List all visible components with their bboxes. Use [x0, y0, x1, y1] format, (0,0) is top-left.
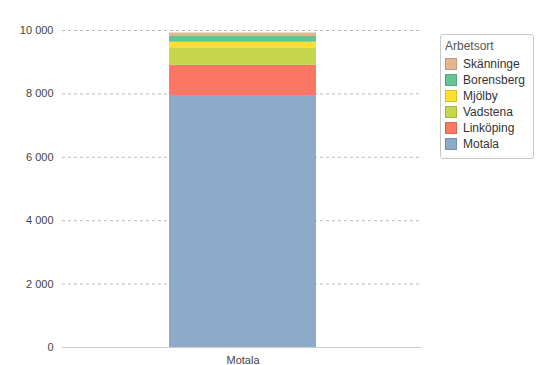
- svg-text:4 000: 4 000: [26, 214, 54, 226]
- html-text:Linköping: Linköping: [463, 121, 515, 135]
- html-text:Skänninge: Skänninge: [463, 57, 520, 71]
- html-text:Mjölby: Mjölby: [463, 89, 498, 103]
- svg-text:0: 0: [47, 341, 53, 353]
- html-text:Motala: Motala: [463, 137, 499, 151]
- html-text:Vadstena: Vadstena: [463, 105, 513, 119]
- svg-text:2 000: 2 000: [26, 278, 54, 290]
- svg-text:8 000: 8 000: [26, 87, 54, 99]
- svg-text:6 000: 6 000: [26, 151, 54, 163]
- svg-text:10 000: 10 000: [20, 24, 54, 36]
- html-text:Arbetsort: Arbetsort: [445, 39, 494, 53]
- svg-text:Motala: Motala: [226, 354, 260, 365]
- html-text:Borensberg: Borensberg: [463, 73, 525, 87]
